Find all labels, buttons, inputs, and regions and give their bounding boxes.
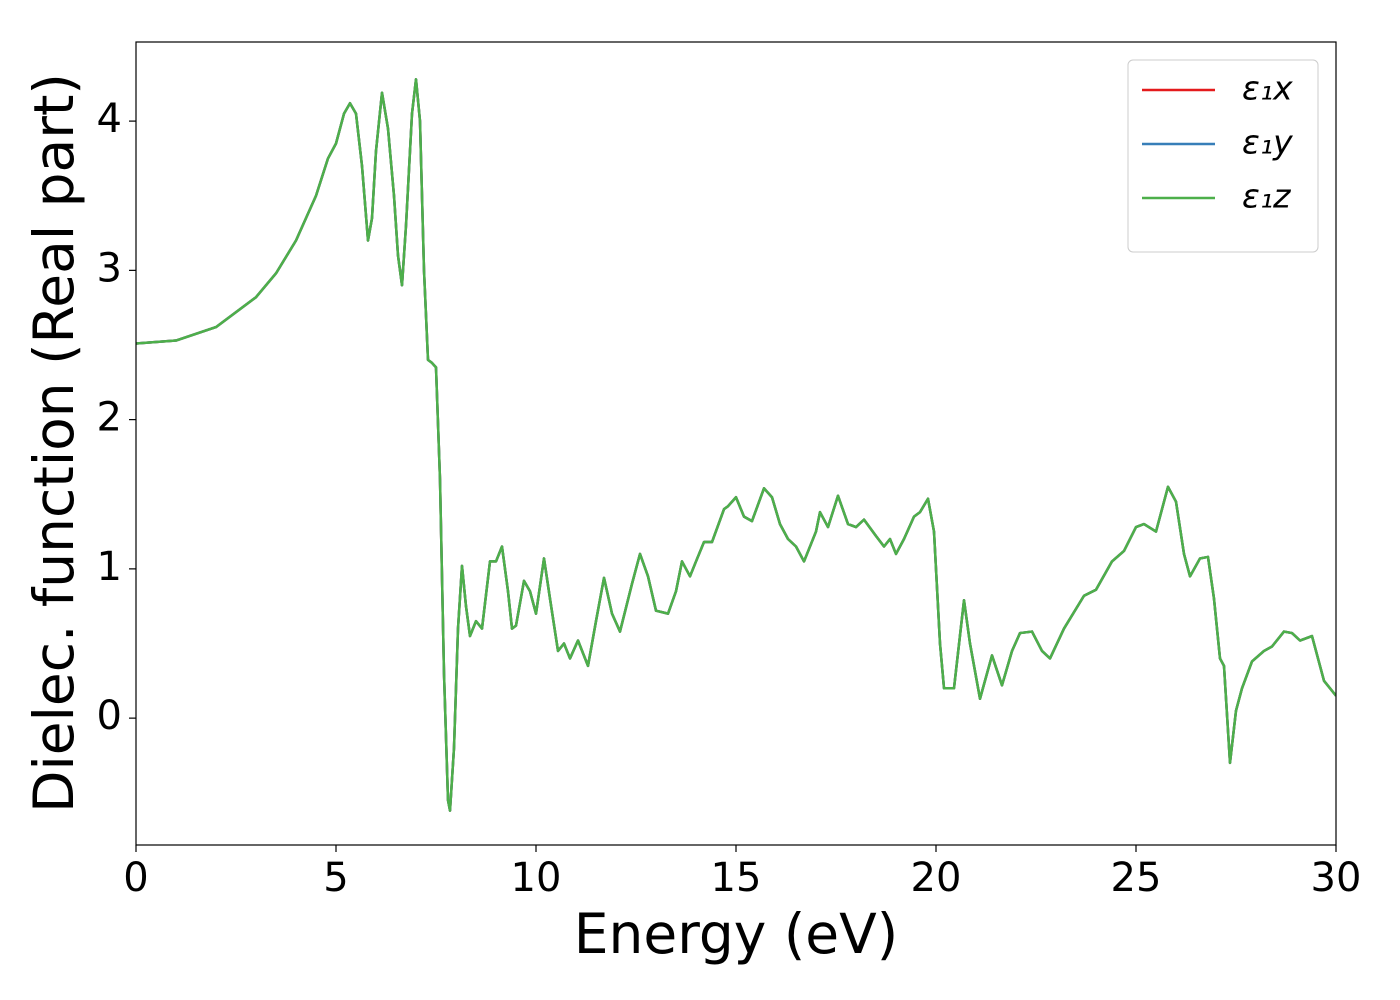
y-tick-label: 2 xyxy=(97,395,122,441)
plot-frame xyxy=(135,41,1337,846)
x-axis-label: Energy (eV) xyxy=(574,902,898,966)
x-tick-label: 30 xyxy=(1311,855,1362,901)
legend-label: ε₁z xyxy=(1242,177,1291,216)
y-tick-label: 3 xyxy=(97,245,122,291)
x-tick-label: 15 xyxy=(711,855,762,901)
y-tick-label: 4 xyxy=(97,96,122,142)
legend-label: ε₁y xyxy=(1242,123,1293,162)
legend-label: ε₁x xyxy=(1242,69,1293,108)
y-axis-label: Dielec. function (Real part) xyxy=(22,73,86,813)
y-tick-label: 0 xyxy=(97,693,122,739)
y-tick-label: 1 xyxy=(97,544,122,590)
x-tick-label: 10 xyxy=(511,855,562,901)
legend-box xyxy=(1127,59,1319,253)
line-series xyxy=(136,78,1336,812)
x-tick-label: 0 xyxy=(123,855,148,901)
x-tick-label: 5 xyxy=(323,855,348,901)
x-tick-label: 25 xyxy=(1111,855,1162,901)
x-tick-label: 20 xyxy=(911,855,962,901)
